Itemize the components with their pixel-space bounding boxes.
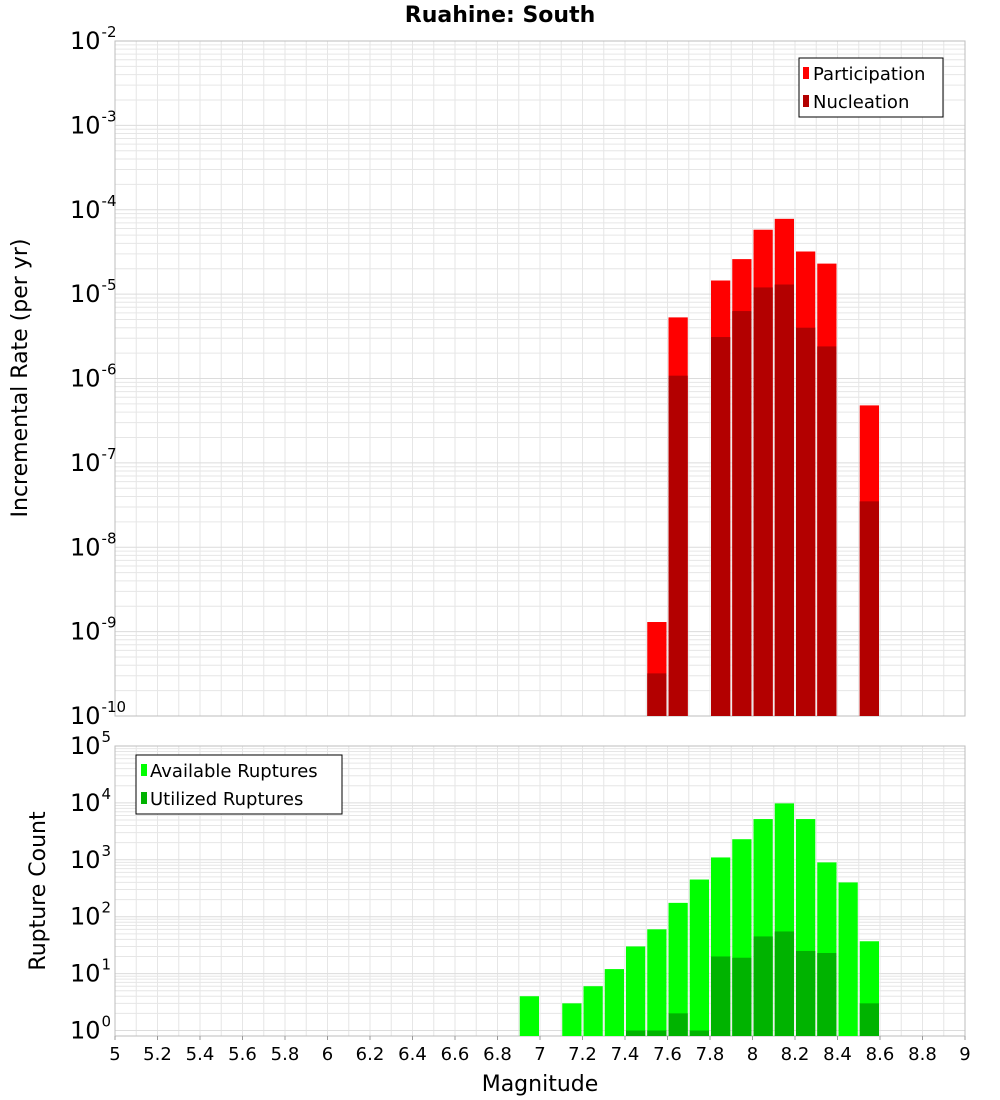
x-tick-label: 7.8 (696, 1044, 725, 1065)
top-panel-bars (647, 218, 879, 717)
available-bar (583, 986, 603, 1036)
top-y-tick-label: 10-7 (70, 445, 117, 477)
x-tick-label: 7.4 (611, 1044, 640, 1065)
utilized-bar (817, 953, 837, 1036)
top-y-tick-label: 10-6 (70, 361, 117, 393)
x-tick-label: 6.6 (441, 1044, 470, 1065)
utilized-bar (796, 950, 816, 1036)
nucleation-bar (796, 327, 816, 716)
nucleation-bar (647, 673, 667, 716)
nucleation-bar (774, 284, 794, 716)
top-y-axis-label: Incremental Rate (per yr) (8, 239, 33, 518)
legend-utilized-label: Utilized Ruptures (150, 789, 303, 810)
x-tick-label: 9 (959, 1044, 970, 1065)
bottom-y-tick-label: 100 (70, 1012, 111, 1044)
top-y-tick-label: 10-5 (70, 276, 117, 308)
utilized-bar (626, 1030, 646, 1036)
bottom-y-tick-label: 101 (70, 956, 111, 988)
top-panel-y-ticks: 10-2 10-3 10-4 10-5 10-6 10-7 10-8 10-9 10-10 (70, 23, 126, 730)
top-y-tick-label: 10-3 (70, 107, 117, 139)
utilized-bar (711, 956, 731, 1036)
x-tick-label: 6 (322, 1044, 333, 1065)
x-tick-label: 6.2 (356, 1044, 385, 1065)
available-bar (668, 902, 688, 1036)
utilized-bar (668, 1013, 688, 1036)
nucleation-bar (711, 337, 731, 716)
x-tick-label: 8.8 (908, 1044, 937, 1065)
x-tick-label: 8.6 (866, 1044, 895, 1065)
bottom-panel-y-ticks: 105 104 103 102 101 100 (70, 728, 111, 1044)
top-y-tick-label: 10-8 (70, 529, 117, 561)
x-axis-label: Magnitude (482, 1072, 599, 1097)
nucleation-bar (753, 287, 773, 716)
bottom-y-axis-label: Rupture Count (26, 811, 51, 971)
x-tick-label: 5.6 (228, 1044, 257, 1065)
x-tick-label: 5.8 (271, 1044, 300, 1065)
legend-nucleation-label: Nucleation (813, 92, 909, 113)
available-bar (689, 879, 709, 1036)
available-bar (647, 929, 667, 1036)
nucleation-bar (817, 346, 837, 716)
x-tick-label: 8.4 (823, 1044, 852, 1065)
utilized-bar (689, 1030, 709, 1036)
x-tick-label: 8.2 (781, 1044, 810, 1065)
x-axis-ticks: 5 5.2 5.4 5.6 5.8 6 6.2 6.4 6.6 6.8 7 7.2 7.4 7.6 7.8 8… (109, 1036, 971, 1065)
utilized-bar (774, 931, 794, 1036)
utilized-bar (753, 936, 773, 1036)
nucleation-bar (668, 375, 688, 716)
x-tick-label: 5 (109, 1044, 120, 1065)
available-bar (562, 1003, 582, 1036)
top-panel-frame (114, 40, 966, 717)
available-bar (604, 969, 624, 1036)
available-bar (519, 996, 539, 1036)
bottom-panel-bars (519, 803, 879, 1036)
participation-swatch (803, 67, 809, 79)
chart-title: Ruahine: South (405, 3, 596, 28)
x-tick-label: 6.8 (483, 1044, 512, 1065)
utilized-bar (732, 957, 752, 1036)
available-bar (838, 882, 858, 1036)
top-panel-grid (115, 41, 966, 716)
utilized-bar (647, 1030, 667, 1036)
bottom-y-tick-label: 103 (70, 842, 111, 874)
utilized-swatch (141, 792, 147, 804)
bottom-legend: Available Ruptures Utilized Ruptures (135, 754, 343, 815)
nucleation-swatch (803, 95, 809, 107)
top-legend: Participation Nucleation (798, 57, 944, 118)
top-y-tick-label: 10-2 (70, 23, 117, 55)
bottom-y-tick-label: 105 (70, 728, 111, 760)
x-tick-label: 7.6 (653, 1044, 682, 1065)
x-tick-label: 6.4 (398, 1044, 427, 1065)
nucleation-bar (732, 311, 752, 716)
nucleation-bar (859, 501, 879, 716)
utilized-bar (859, 1003, 879, 1036)
legend-participation-label: Participation (813, 64, 925, 85)
available-swatch (141, 764, 147, 776)
top-y-tick-label: 10-10 (70, 698, 126, 730)
x-tick-label: 7.2 (568, 1044, 597, 1065)
x-tick-label: 8 (747, 1044, 758, 1065)
bottom-y-tick-label: 102 (70, 899, 111, 931)
top-y-tick-label: 10-9 (70, 614, 117, 646)
available-bar (626, 946, 646, 1036)
x-tick-label: 5.4 (186, 1044, 215, 1065)
bottom-y-tick-label: 104 (70, 785, 111, 817)
x-tick-label: 5.2 (143, 1044, 172, 1065)
top-legend-box (798, 57, 944, 118)
x-tick-label: 7 (534, 1044, 545, 1065)
bottom-legend-box (135, 754, 343, 815)
legend-available-label: Available Ruptures (150, 761, 318, 782)
top-y-tick-label: 10-4 (70, 192, 117, 224)
